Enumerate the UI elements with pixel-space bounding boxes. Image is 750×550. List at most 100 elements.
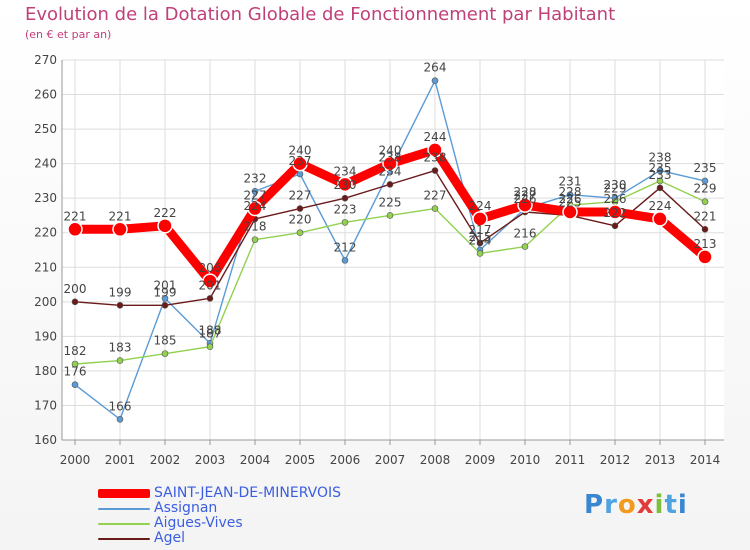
- x-tick-label: 2002: [150, 453, 181, 467]
- data-label-aigues-vives: 229: [604, 182, 627, 196]
- data-point-agel: [611, 222, 619, 230]
- data-label-saint-jean-de-minervois: 240: [379, 144, 402, 158]
- legend-swatch: [98, 537, 150, 540]
- legend-swatch: [98, 522, 150, 525]
- y-tick-label: 160: [34, 433, 57, 447]
- y-tick-label: 220: [34, 226, 57, 240]
- data-label-aigues-vives: 216: [514, 227, 537, 241]
- data-label-saint-jean-de-minervois: 224: [469, 199, 492, 213]
- data-label-saint-jean-de-minervois: 226: [604, 192, 627, 206]
- data-point-aigues-vives: [521, 243, 529, 250]
- data-point-agel: [206, 295, 214, 302]
- axis-layer: 160 170 180 190 200 210 220 230 240 250 260 270 2000…: [34, 53, 724, 467]
- data-point-agel: [701, 225, 709, 233]
- data-point-agel: [431, 167, 439, 174]
- data-label-assignan: 237: [289, 154, 312, 168]
- data-label-aigues-vives: 220: [289, 213, 312, 227]
- data-label-aigues-vives: 218: [244, 220, 267, 234]
- x-tick-label: 2003: [195, 453, 226, 467]
- x-tick-label: 2007: [375, 453, 406, 467]
- legend-swatch: [98, 489, 150, 498]
- data-label-aigues-vives: 214: [469, 233, 492, 247]
- data-label-assignan: 238: [379, 151, 402, 165]
- data-label-aigues-vives: 183: [109, 341, 132, 355]
- data-label-saint-jean-de-minervois: 234: [334, 164, 357, 178]
- data-point-assignan: [116, 415, 124, 423]
- data-label-agel: 200: [64, 282, 87, 296]
- y-tick-label: 210: [34, 260, 57, 274]
- data-label-aigues-vives: 187: [199, 327, 222, 341]
- data-point-agel: [656, 184, 664, 192]
- data-label-saint-jean-de-minervois: 240: [289, 144, 312, 158]
- data-point-agel: [341, 194, 349, 202]
- x-tick-label: 2006: [330, 453, 361, 467]
- x-tick-label: 2004: [240, 453, 271, 467]
- grid-layer: [62, 59, 724, 441]
- data-point-saint-jean-de-minervois: [202, 273, 218, 289]
- data-label-agel: 225: [559, 195, 582, 209]
- data-label-saint-jean-de-minervois: 213: [694, 237, 717, 251]
- data-point-assignan: [251, 187, 259, 195]
- data-label-saint-jean-de-minervois: 206: [199, 261, 222, 275]
- data-label-agel: 201: [199, 278, 222, 292]
- data-point-saint-jean-de-minervois: [652, 211, 668, 227]
- data-label-saint-jean-de-minervois: 222: [154, 206, 177, 220]
- y-tick-label: 230: [34, 191, 57, 205]
- data-point-aigues-vives: [341, 219, 349, 226]
- data-point-saint-jean-de-minervois: [337, 176, 353, 193]
- data-label-saint-jean-de-minervois: 227: [244, 189, 267, 203]
- data-label-assignan: 201: [154, 278, 177, 292]
- data-label-assignan: 188: [199, 323, 222, 337]
- x-tick-label: 2014: [690, 453, 721, 467]
- data-point-assignan: [71, 381, 79, 389]
- x-tick-label: 2012: [600, 453, 631, 467]
- legend-swatch: [98, 507, 150, 510]
- data-point-aigues-vives: [431, 205, 439, 212]
- data-label-agel: 238: [424, 151, 447, 165]
- y-tick-label: 240: [34, 157, 57, 171]
- legend-label: Agel: [154, 530, 185, 546]
- data-label-aigues-vives: 228: [559, 185, 582, 199]
- data-point-aigues-vives: [206, 343, 214, 351]
- data-label-aigues-vives: 223: [334, 202, 357, 216]
- data-label-agel: 230: [334, 178, 357, 192]
- legend-label: Aigues-Vives: [154, 515, 243, 531]
- data-point-aigues-vives: [296, 229, 304, 237]
- data-point-aigues-vives: [116, 357, 124, 364]
- data-point-assignan: [161, 295, 169, 302]
- data-point-saint-jean-de-minervois: [607, 204, 623, 220]
- data-point-aigues-vives: [476, 250, 484, 257]
- series-layer: [67, 77, 713, 423]
- proxiti-logo: Proxiti: [584, 490, 688, 520]
- y-tick-label: 170: [34, 398, 57, 412]
- data-point-saint-jean-de-minervois: [112, 221, 128, 238]
- data-point-assignan: [656, 167, 664, 174]
- data-label-assignan: 212: [334, 240, 357, 254]
- data-point-aigues-vives: [386, 212, 394, 219]
- y-tick-label: 260: [34, 88, 57, 102]
- data-label-aigues-vives: 185: [154, 334, 177, 348]
- y-tick-label: 180: [34, 364, 57, 378]
- data-label-agel: 199: [109, 285, 132, 299]
- data-point-aigues-vives: [656, 177, 664, 185]
- data-label-assignan: 231: [559, 175, 582, 189]
- data-point-aigues-vives: [161, 350, 169, 357]
- data-label-aigues-vives: 229: [694, 182, 717, 196]
- x-tick-label: 2000: [60, 453, 91, 467]
- legend-label: Assignan: [154, 500, 218, 516]
- data-label-assignan: 166: [109, 399, 132, 413]
- legend: SAINT-JEAN-DE-MINERVOIS Assignan Aigues-Vi…: [98, 486, 341, 546]
- data-point-agel: [386, 181, 394, 188]
- chart-title: Evolution de la Dotation Globale de Fonc…: [25, 4, 616, 25]
- legend-entry-agel: Agel: [98, 531, 341, 546]
- x-tick-label: 2001: [105, 453, 136, 467]
- data-label-agel: 222: [604, 206, 627, 220]
- data-label-agel: 221: [694, 209, 717, 223]
- data-label-aigues-vives: 182: [64, 344, 87, 358]
- data-point-saint-jean-de-minervois: [517, 197, 533, 213]
- data-label-assignan: 227: [514, 189, 537, 203]
- x-tick-label: 2010: [510, 453, 541, 467]
